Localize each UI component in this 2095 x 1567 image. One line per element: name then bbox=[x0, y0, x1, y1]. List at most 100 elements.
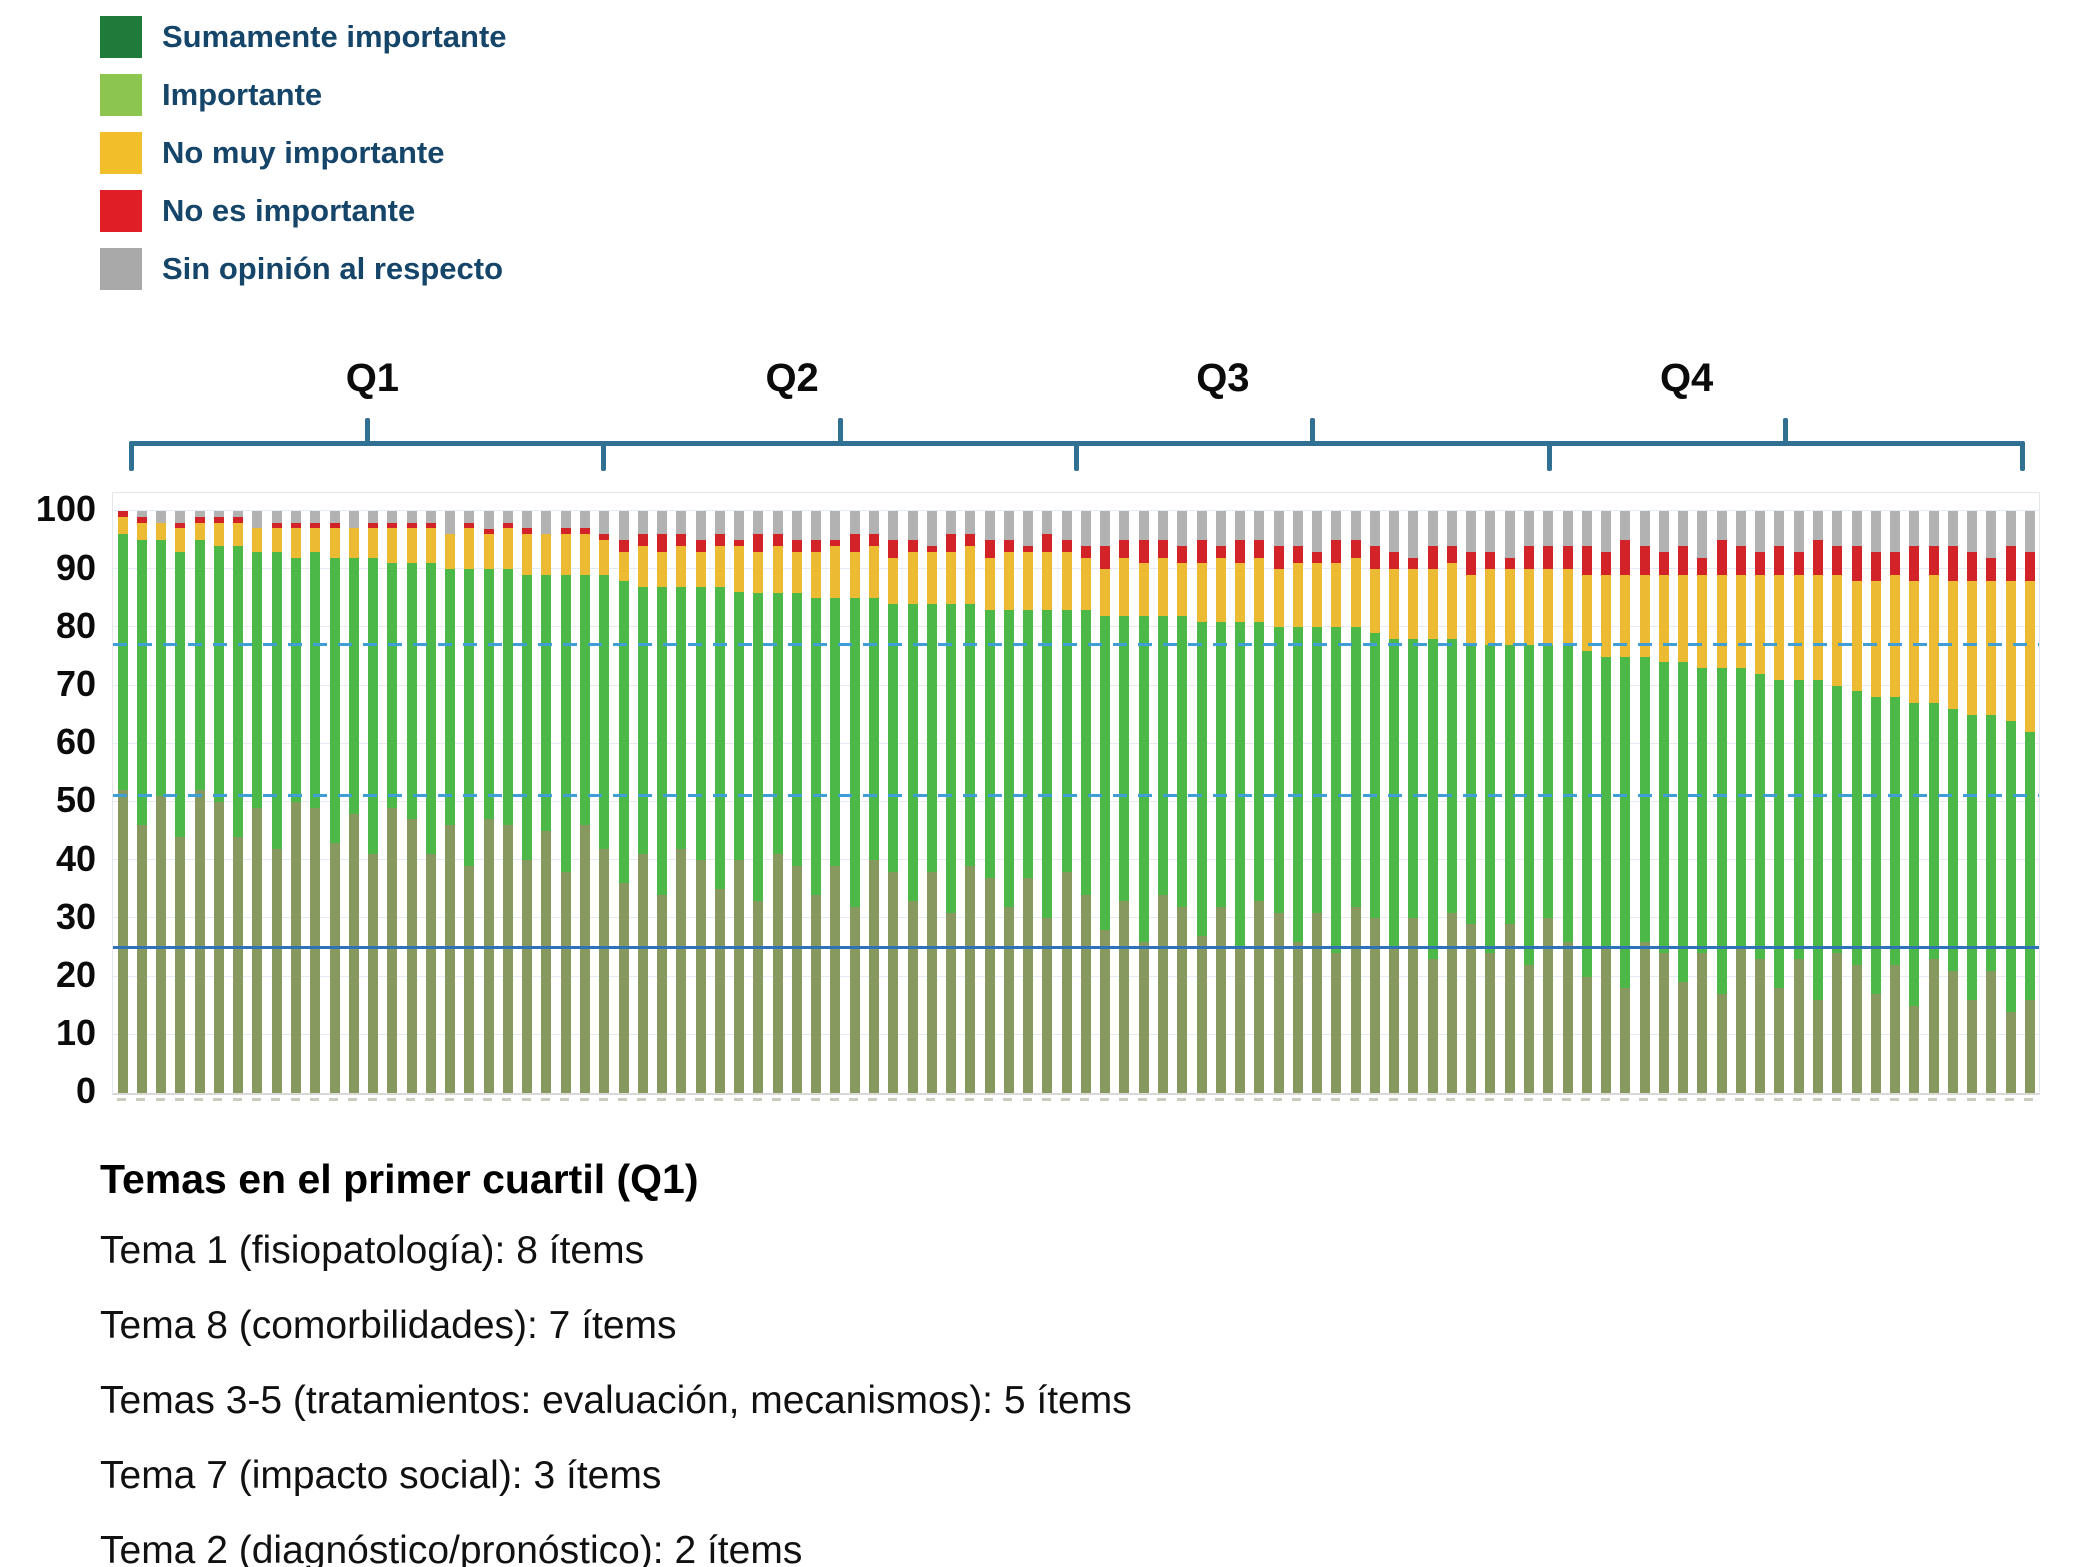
segment-importante bbox=[368, 557, 379, 855]
x-tick-cell bbox=[1364, 1098, 1383, 1106]
segment-importante bbox=[1177, 615, 1188, 907]
bar-cell bbox=[1250, 493, 1269, 1093]
segment-importante bbox=[888, 604, 899, 872]
segment-importante bbox=[117, 534, 128, 791]
segment-no-muy-importante bbox=[946, 551, 957, 605]
segment-sumamente-importante bbox=[1601, 947, 1612, 1093]
segment-sumamente-importante bbox=[1138, 941, 1149, 1093]
stacked-bar-5 bbox=[194, 511, 205, 1093]
segment-sumamente-importante bbox=[1581, 976, 1592, 1093]
segment-no-muy-importante bbox=[849, 551, 860, 599]
segment-importante bbox=[1350, 627, 1361, 907]
segment-no-es-importante bbox=[1504, 557, 1515, 570]
x-tick-mark bbox=[348, 1098, 358, 1101]
x-tick-mark bbox=[829, 1098, 839, 1101]
segment-no-es-importante bbox=[1235, 540, 1246, 564]
segment-sumamente-importante bbox=[1620, 988, 1631, 1093]
segment-importante bbox=[946, 604, 957, 913]
bar-cell bbox=[498, 493, 517, 1093]
stacked-bar-71 bbox=[1466, 511, 1477, 1093]
segment-no-muy-importante bbox=[1543, 569, 1554, 645]
segment-sin-opinion-al-respecto bbox=[1620, 511, 1631, 541]
bracket-label-tick bbox=[837, 418, 843, 442]
x-tick-mark bbox=[810, 1098, 820, 1101]
segment-sumamente-importante bbox=[657, 895, 668, 1093]
stacked-bar-75 bbox=[1543, 511, 1554, 1093]
bar-cell bbox=[1269, 493, 1288, 1093]
segment-no-es-importante bbox=[1658, 551, 1669, 576]
x-tick-mark bbox=[1658, 1098, 1668, 1101]
x-tick-cell bbox=[1711, 1098, 1730, 1106]
segment-sumamente-importante bbox=[156, 796, 167, 1093]
segment-no-es-importante bbox=[1292, 545, 1303, 564]
segment-sumamente-importante bbox=[483, 819, 494, 1093]
segment-sumamente-importante bbox=[1967, 999, 1978, 1093]
stacked-bar-12 bbox=[329, 511, 340, 1093]
legend-label-sin-opinion-al-respecto: Sin opinión al respecto bbox=[162, 251, 504, 286]
bar-cell bbox=[132, 493, 151, 1093]
x-tick-cell bbox=[960, 1098, 979, 1106]
x-tick-mark bbox=[1928, 1098, 1938, 1101]
segment-importante bbox=[1157, 615, 1168, 896]
bar-cell bbox=[152, 493, 171, 1093]
segment-sumamente-importante bbox=[1562, 941, 1573, 1093]
stacked-bar-91 bbox=[1851, 511, 1862, 1093]
x-tick-mark bbox=[1985, 1098, 1995, 1101]
legend-item-no-muy-importante: No muy importante bbox=[100, 132, 507, 174]
notes-line: Temas 3-5 (tratamientos: evaluación, mec… bbox=[100, 1379, 1132, 1422]
segment-no-es-importante bbox=[1870, 551, 1881, 581]
segment-no-muy-importante bbox=[406, 528, 417, 564]
segment-no-es-importante bbox=[406, 522, 417, 529]
segment-importante bbox=[560, 575, 571, 872]
reference-line-51 bbox=[113, 794, 2039, 798]
segment-no-muy-importante bbox=[1928, 575, 1939, 704]
segment-no-muy-importante bbox=[753, 551, 764, 593]
segment-importante bbox=[1678, 662, 1689, 983]
x-tick-cell bbox=[555, 1098, 574, 1106]
segment-sumamente-importante bbox=[445, 825, 456, 1093]
bar-cell bbox=[1211, 493, 1230, 1093]
stacked-bar-96 bbox=[1947, 511, 1958, 1093]
bar-cell bbox=[1519, 493, 1538, 1093]
segment-no-muy-importante bbox=[368, 528, 379, 558]
y-tick-label: 80 bbox=[55, 604, 96, 646]
segment-importante bbox=[1254, 621, 1265, 901]
legend-item-sin-opinion-al-respecto: Sin opinión al respecto bbox=[100, 248, 507, 290]
segment-no-es-importante bbox=[1080, 545, 1091, 558]
stacked-bar-58 bbox=[1215, 511, 1226, 1093]
bar-cell bbox=[1481, 493, 1500, 1093]
segment-no-es-importante bbox=[1215, 545, 1226, 558]
segment-no-es-importante bbox=[1350, 540, 1361, 558]
segment-sin-opinion-al-respecto bbox=[445, 511, 456, 535]
segment-importante bbox=[2024, 732, 2035, 1000]
segment-sin-opinion-al-respecto bbox=[1639, 511, 1650, 546]
segment-no-muy-importante bbox=[1138, 563, 1149, 616]
segment-sin-opinion-al-respecto bbox=[156, 511, 167, 523]
segment-no-muy-importante bbox=[194, 522, 205, 541]
segment-no-muy-importante bbox=[445, 534, 456, 570]
x-tick-mark bbox=[1735, 1098, 1745, 1101]
stacked-bar-30 bbox=[676, 511, 687, 1093]
segment-importante bbox=[1658, 662, 1669, 954]
segment-importante bbox=[618, 580, 629, 884]
stacked-bar-7 bbox=[233, 511, 244, 1093]
stacked-bar-8 bbox=[252, 511, 263, 1093]
stacked-bar-79 bbox=[1620, 511, 1631, 1093]
x-tick-cell bbox=[1403, 1098, 1422, 1106]
segment-importante bbox=[657, 586, 668, 896]
notes-line: Tema 2 (diagnóstico/pronóstico): 2 ítems bbox=[100, 1529, 803, 1567]
x-tick-mark bbox=[463, 1098, 473, 1101]
segment-sumamente-importante bbox=[1235, 947, 1246, 1093]
x-tick-mark bbox=[1215, 1098, 1225, 1101]
bracket-label-tick bbox=[1783, 418, 1789, 442]
segment-importante bbox=[136, 540, 147, 826]
segment-sumamente-importante bbox=[2005, 1011, 2016, 1093]
stacked-bar-15 bbox=[387, 511, 398, 1093]
segment-sin-opinion-al-respecto bbox=[1273, 511, 1284, 546]
segment-sin-opinion-al-respecto bbox=[1967, 511, 1978, 552]
segment-sin-opinion-al-respecto bbox=[888, 511, 899, 541]
bar-cell bbox=[441, 493, 460, 1093]
segment-importante bbox=[1716, 668, 1727, 995]
segment-no-muy-importante bbox=[560, 534, 571, 576]
